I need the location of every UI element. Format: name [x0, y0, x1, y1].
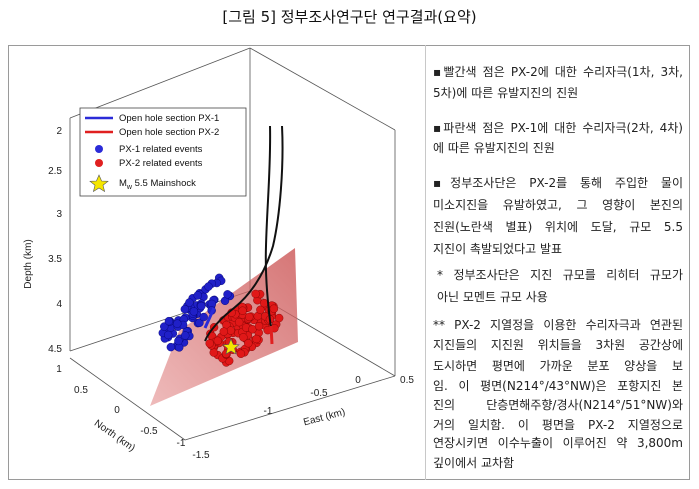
figure-title: [그림 5] 정부조사연구단 연구결과(요약)	[222, 8, 477, 26]
axes-box	[69, 47, 396, 441]
text-line: 아닌 모멘트 규모 사용	[437, 290, 548, 304]
event-dot	[185, 298, 194, 307]
event-dot	[238, 306, 247, 315]
east-tick-label: -1	[264, 406, 273, 417]
east-tick-label: -0.5	[310, 388, 328, 399]
plot-3d: Open hole section PX-1 Open hole section…	[23, 47, 414, 461]
event-dot	[160, 322, 169, 331]
mainshock-star	[222, 338, 240, 355]
event-dot	[213, 336, 223, 345]
legend-label: PX-2 related events	[119, 158, 203, 169]
event-dot	[204, 282, 213, 291]
event-dot	[205, 339, 214, 348]
legend-label: Mw 5.5 Mainshock	[119, 178, 196, 191]
event-dot	[256, 305, 265, 314]
text-line: 깊이에서 교차함	[433, 456, 515, 470]
divider	[425, 45, 426, 480]
depth-axis-label: Depth (km)	[23, 239, 34, 288]
depth-tick-label: 3.5	[48, 254, 62, 265]
event-dot	[189, 307, 199, 316]
legend-label: Open hole section PX-1	[119, 113, 219, 124]
event-dot	[180, 304, 190, 314]
event-dot	[269, 304, 279, 313]
event-dot	[236, 349, 246, 358]
event-dot	[234, 317, 244, 327]
north-tick-label: 0	[114, 405, 120, 416]
text-line: 에 따른 유발지진의 진원	[433, 141, 555, 155]
text-line: 5차)에 따른 유발지진의 진원	[433, 86, 579, 100]
text-line: 도시하면 평면에 가까운 분포 양상을 보	[433, 359, 683, 373]
event-dot	[163, 330, 173, 340]
wells	[204, 125, 284, 342]
text-line: ▪빨간색 점은 PX-2에 대한 수리자극(1차, 3차,	[433, 65, 683, 79]
legend-label: Open hole section PX-2	[119, 127, 219, 138]
north-tick-label: -1.5	[192, 450, 210, 461]
event-dot	[164, 316, 174, 326]
north-tick-label: -0.5	[140, 426, 158, 437]
event-dot	[245, 312, 254, 322]
event-dot	[252, 334, 261, 344]
north-tick-label: -1	[177, 438, 186, 449]
event-dot	[244, 339, 253, 348]
open-hole-px1	[203, 307, 216, 329]
event-dot	[193, 291, 202, 300]
text-line: 거의 일치함. 이 평면을 PX-2 지열정으로	[433, 418, 683, 432]
event-dot	[195, 318, 204, 328]
text-line: ▪정부조사단은 PX-2를 통해 주입한 물이	[433, 176, 683, 190]
text-line: 지진이 촉발되었다고 발표	[433, 242, 563, 256]
open-hole-px2	[269, 325, 274, 345]
text-line: 미소지진을 유발하였고, 그 영향이 본진의	[433, 198, 683, 212]
depth-tick-label: 4.5	[48, 344, 62, 355]
text-line: 임. 이 평면(N214°/43°NW)은 포항지진 본	[433, 379, 683, 393]
north-tick-label: 1	[56, 364, 62, 375]
depth-tick-label: 4	[56, 299, 62, 310]
event-dot	[173, 319, 182, 328]
event-dot	[197, 301, 206, 311]
text-line: 진원(노란색 별표) 위치에 도달, 규모 5.5	[433, 220, 683, 234]
text-line: 진의 단층면해주향/경사(N214°/51°NW)와	[433, 398, 683, 412]
event-dot	[199, 312, 208, 322]
figure-frame	[8, 45, 690, 480]
event-dot	[226, 326, 235, 335]
event-dot	[254, 321, 264, 331]
text-line: ** PX-2 지열정을 이용한 수리자극과 연관된	[433, 318, 683, 332]
east-tick-label: 0	[355, 375, 361, 386]
text-line: 연장시키면 이수누출이 이루어진 약 3,800m	[433, 436, 683, 450]
text-line: ▪파란색 점은 PX-1에 대한 수리자극(2차, 4차)	[433, 121, 683, 135]
event-dot	[239, 333, 248, 342]
event-dot	[174, 336, 183, 346]
depth-tick-label: 2	[56, 126, 62, 137]
legend-label: PX-1 related events	[119, 144, 203, 155]
event-dot	[166, 342, 176, 352]
event-dot	[223, 290, 232, 299]
depth-tick-label: 2.5	[48, 166, 62, 177]
event-dot	[181, 331, 190, 340]
legend: Open hole section PX-1 Open hole section…	[79, 107, 247, 197]
event-dot	[274, 313, 284, 323]
depth-tick-label: 3	[56, 209, 62, 220]
event-dot	[251, 289, 260, 299]
east-tick-label: 0.5	[400, 375, 414, 386]
event-dot	[209, 348, 218, 357]
event-dot	[219, 327, 228, 336]
text-line: 지진들의 지진원 위치들을 3차원 공간상에	[433, 338, 683, 352]
east-axis-label: East (km)	[302, 407, 346, 429]
north-axis-label: North (km)	[92, 418, 137, 454]
north-tick-label: 0.5	[74, 385, 88, 396]
text-line: * 정부조사단은 지진 규모를 리히터 규모가	[437, 268, 683, 282]
